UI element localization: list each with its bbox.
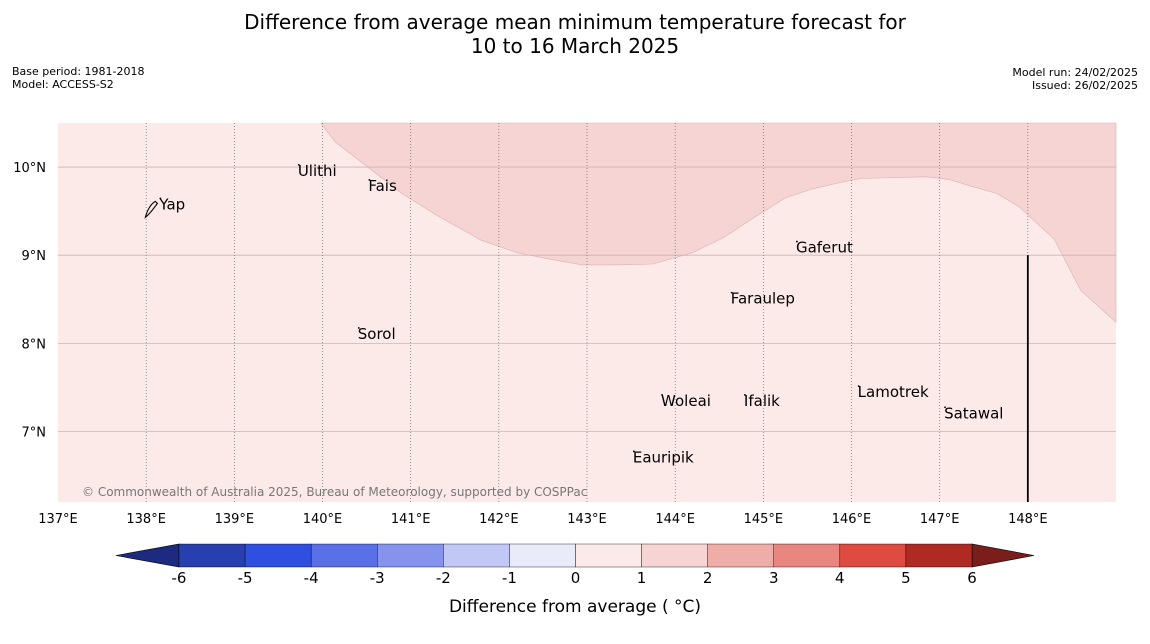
legend-color-swatch — [905, 543, 973, 568]
legend-under-arrow — [115, 543, 180, 568]
lon-tick-label: 143°E — [567, 512, 607, 527]
lat-tick-label: 10°N — [13, 161, 46, 176]
legend-color-swatch — [773, 543, 841, 568]
legend-tick-label: 5 — [901, 569, 911, 587]
issued-text: Issued: 26/02/2025 — [1031, 79, 1138, 92]
model-text: Model: ACCESS-S2 — [12, 78, 114, 91]
legend-tick-label: 3 — [769, 569, 779, 587]
lon-tick-label: 146°E — [832, 512, 872, 527]
legend-tick-label: 4 — [835, 569, 845, 587]
island-dot — [796, 240, 798, 243]
legend-color-swatch — [443, 543, 510, 568]
legend-color-swatch — [310, 543, 378, 568]
place-label: Woleai — [661, 392, 711, 410]
legend-tick-label: 1 — [637, 569, 647, 587]
place-label: Lamotrek — [858, 383, 929, 401]
legend-title: Difference from average ( °C) — [449, 597, 701, 617]
legend-tick-label: 6 — [967, 569, 977, 587]
lon-tick-label: 145°E — [744, 512, 784, 527]
place-label: Faraulep — [731, 290, 795, 308]
island-dot — [297, 163, 300, 166]
lat-tick-label: 9°N — [22, 249, 47, 264]
place-label: Yap — [158, 195, 185, 213]
lon-tick-label: 142°E — [479, 512, 519, 527]
legend-color-swatch — [377, 543, 444, 568]
legend-color-swatch — [839, 543, 907, 568]
place-label: Eauripik — [633, 448, 694, 466]
legend-tick-label: -3 — [370, 569, 385, 587]
lat-tick-label: 7°N — [22, 425, 47, 440]
warm-anomaly-region — [320, 122, 1117, 323]
legend-tick-label: -6 — [172, 569, 187, 587]
base-period-text: Base period: 1981-2018 — [12, 65, 145, 78]
place-label: Gaferut — [796, 239, 853, 257]
place-label: Sorol — [358, 325, 396, 343]
legend-color-swatch — [707, 543, 774, 568]
legend-color-swatch — [244, 543, 312, 568]
island-dot — [159, 197, 162, 200]
lon-tick-label: 141°E — [391, 512, 431, 527]
yap-island-outline — [144, 200, 159, 219]
lon-tick-label: 144°E — [655, 512, 695, 527]
legend-tick-label: -2 — [436, 569, 451, 587]
copyright-text: © Commonwealth of Australia 2025, Bureau… — [82, 485, 587, 499]
island-dot — [368, 178, 371, 181]
island-dot — [661, 394, 663, 396]
model-run-text: Model run: 24/02/2025 — [1012, 66, 1138, 79]
legend-color-swatch — [575, 543, 642, 568]
place-label: Fais — [368, 177, 397, 195]
legend-color-swatch — [509, 543, 576, 568]
chart-title-line1: Difference from average mean minimum tem… — [244, 10, 906, 34]
lon-tick-label: 139°E — [215, 512, 255, 527]
island-dot — [730, 291, 733, 294]
legend-tick-label: -5 — [238, 569, 253, 587]
legend-over-arrow — [971, 543, 1035, 568]
place-label: Satawal — [944, 404, 1003, 422]
island-dot — [857, 385, 860, 388]
legend-tick-label: 0 — [571, 569, 581, 587]
lon-tick-label: 140°E — [303, 512, 343, 527]
legend-tick-label: -1 — [502, 569, 517, 587]
chart-title-line2: 10 to 16 March 2025 — [470, 34, 680, 58]
island-dot — [632, 450, 635, 453]
lon-tick-label: 138°E — [126, 512, 166, 527]
place-label: Ifalik — [744, 392, 780, 410]
island-dot — [944, 406, 946, 409]
lon-tick-label: 147°E — [920, 512, 960, 527]
island-dot — [357, 327, 360, 329]
lon-tick-label: 148°E — [1008, 512, 1048, 527]
lat-tick-label: 8°N — [22, 337, 47, 352]
legend-color-swatch — [178, 543, 246, 568]
lon-tick-label: 137°E — [38, 512, 78, 527]
legend-color-swatch — [641, 543, 708, 568]
legend-tick-label: -4 — [304, 569, 319, 587]
legend-tick-label: 2 — [703, 569, 713, 587]
place-label: Ulithi — [298, 162, 337, 180]
island-dot — [744, 394, 746, 396]
